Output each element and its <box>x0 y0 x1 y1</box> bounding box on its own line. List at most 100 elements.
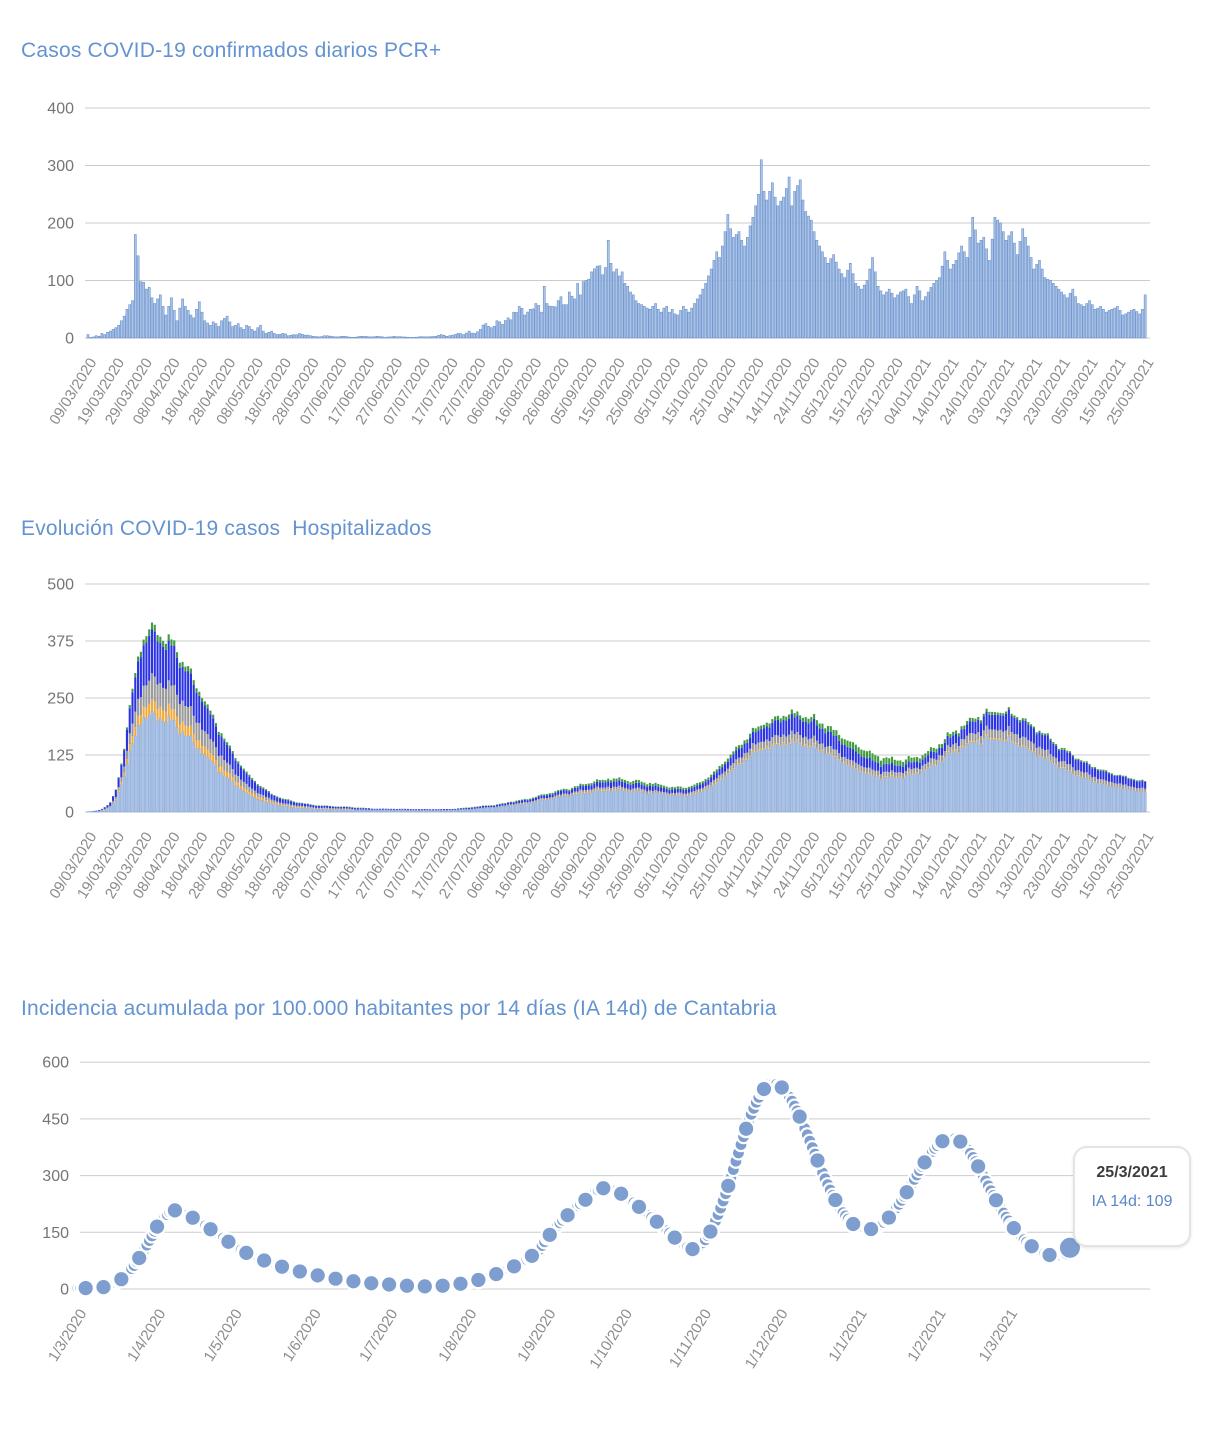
bar-segment[interactable] <box>918 758 921 763</box>
bar-segment[interactable] <box>554 795 557 798</box>
bar-segment[interactable] <box>1002 731 1005 741</box>
bar-segment[interactable] <box>746 758 749 760</box>
bar-segment[interactable] <box>300 807 304 813</box>
bar-segment[interactable] <box>687 794 690 796</box>
bar-segment[interactable] <box>148 680 151 704</box>
bar-segment[interactable] <box>223 741 226 761</box>
bar-segment[interactable] <box>957 746 960 753</box>
bar-segment[interactable] <box>209 753 212 761</box>
bar-segment[interactable] <box>726 758 729 762</box>
bar-segment[interactable] <box>729 771 732 813</box>
bar-segment[interactable] <box>826 725 830 732</box>
bar[interactable] <box>203 320 207 339</box>
bar-segment[interactable] <box>367 809 371 813</box>
bar-segment[interactable] <box>526 803 529 813</box>
bar-segment[interactable] <box>1096 779 1099 784</box>
bar-segment[interactable] <box>237 763 240 776</box>
bar-segment[interactable] <box>406 808 409 810</box>
bar[interactable] <box>512 311 515 339</box>
data-point-weekly[interactable] <box>183 1208 203 1228</box>
bar-segment[interactable] <box>579 791 582 793</box>
bar-segment[interactable] <box>164 688 167 712</box>
bar-segment[interactable] <box>1046 733 1049 736</box>
bar-segment[interactable] <box>1121 788 1125 813</box>
bar-segment[interactable] <box>370 808 373 810</box>
bar[interactable] <box>1113 307 1116 339</box>
bar[interactable] <box>729 228 732 339</box>
bar-segment[interactable] <box>785 745 788 813</box>
bar-segment[interactable] <box>206 704 209 709</box>
bar-segment[interactable] <box>303 806 307 808</box>
bar-segment[interactable] <box>365 809 368 811</box>
bar-segment[interactable] <box>670 795 674 813</box>
bar-segment[interactable] <box>429 809 432 811</box>
bar-segment[interactable] <box>840 744 843 758</box>
bar-segment[interactable] <box>1021 720 1024 737</box>
bar-segment[interactable] <box>376 809 379 813</box>
bar-segment[interactable] <box>473 808 476 813</box>
bar-segment[interactable] <box>398 808 401 810</box>
bar-segment[interactable] <box>757 742 760 750</box>
bar-segment[interactable] <box>993 729 996 739</box>
bar[interactable] <box>348 336 351 339</box>
bar[interactable] <box>759 159 763 339</box>
bar-segment[interactable] <box>746 752 749 759</box>
bar-segment[interactable] <box>682 793 685 796</box>
bar-segment[interactable] <box>1116 775 1119 776</box>
bar-segment[interactable] <box>111 796 115 801</box>
bar-segment[interactable] <box>1027 748 1030 813</box>
bar[interactable] <box>926 291 930 339</box>
bar-segment[interactable] <box>1027 722 1030 725</box>
bar-segment[interactable] <box>921 765 924 771</box>
bar-segment[interactable] <box>1077 758 1080 761</box>
bar-segment[interactable] <box>768 748 771 813</box>
bar-segment[interactable] <box>1002 740 1005 742</box>
bar-segment[interactable] <box>843 756 846 763</box>
bar-segment[interactable] <box>1057 750 1060 762</box>
bar-segment[interactable] <box>621 779 624 782</box>
bar-segment[interactable] <box>1074 770 1077 776</box>
bar-segment[interactable] <box>729 765 732 771</box>
bar[interactable] <box>949 268 952 339</box>
bar-segment[interactable] <box>907 772 910 774</box>
data-point-weekly[interactable] <box>218 1232 238 1252</box>
bar-segment[interactable] <box>846 746 849 759</box>
bar-segment[interactable] <box>156 709 159 721</box>
bar-segment[interactable] <box>184 666 187 672</box>
bar-segment[interactable] <box>593 783 596 789</box>
bar-segment[interactable] <box>476 808 479 813</box>
bar-segment[interactable] <box>754 732 757 745</box>
bar-segment[interactable] <box>1046 735 1049 750</box>
bar-segment[interactable] <box>829 752 832 754</box>
bar-segment[interactable] <box>1110 782 1113 787</box>
bar[interactable] <box>504 320 507 339</box>
bar-segment[interactable] <box>846 765 849 813</box>
bar-segment[interactable] <box>509 805 513 813</box>
bar-segment[interactable] <box>273 795 276 797</box>
bar-segment[interactable] <box>175 726 179 813</box>
bar-segment[interactable] <box>643 785 646 790</box>
bar-segment[interactable] <box>320 806 323 808</box>
bar-segment[interactable] <box>301 802 304 804</box>
bar-segment[interactable] <box>857 770 860 813</box>
data-point-weekly[interactable] <box>790 1107 810 1127</box>
bar-segment[interactable] <box>960 747 963 813</box>
bar-segment[interactable] <box>145 707 148 719</box>
bar-segment[interactable] <box>342 809 346 813</box>
bar-segment[interactable] <box>991 738 994 740</box>
bar-segment[interactable] <box>971 740 974 743</box>
bar-segment[interactable] <box>103 807 106 809</box>
bar-segment[interactable] <box>940 761 944 813</box>
bar-segment[interactable] <box>1057 767 1060 769</box>
bar-segment[interactable] <box>1040 757 1044 813</box>
bar-segment[interactable] <box>123 772 126 777</box>
bar[interactable] <box>876 286 880 339</box>
bar-segment[interactable] <box>952 731 955 736</box>
bar-segment[interactable] <box>298 807 301 809</box>
bar-segment[interactable] <box>1066 770 1069 771</box>
bar[interactable] <box>562 304 566 339</box>
bar[interactable] <box>264 333 268 339</box>
bar[interactable] <box>161 306 165 339</box>
bar[interactable] <box>1040 268 1044 339</box>
bar-segment[interactable] <box>685 793 688 796</box>
